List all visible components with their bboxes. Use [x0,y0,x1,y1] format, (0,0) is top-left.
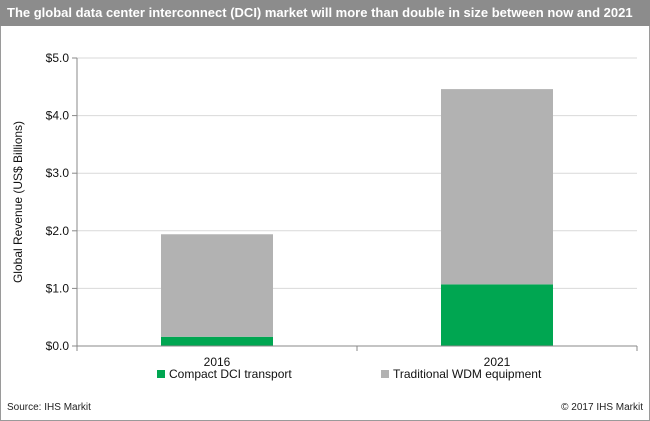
source-note: Source: IHS Markit [7,402,91,413]
y-tick-label: $0.0 [46,339,70,353]
legend-label: Traditional WDM equipment [393,367,542,381]
y-tick-label: $5.0 [46,51,70,65]
y-axis-label: Global Revenue (US$ Billions) [11,121,25,283]
y-tick-label: $2.0 [46,224,70,238]
y-tick-label: $3.0 [46,166,70,180]
bar-2016-compact-dci-transport [161,336,273,346]
y-axis-ticks: $0.0 $1.0 $2.0 $3.0 $4.0 $5.0 [46,51,78,353]
legend-label: Compact DCI transport [169,367,292,381]
x-tick-label: 2021 [484,355,511,369]
bar-2021-compact-dci-transport [441,284,553,346]
x-axis: 2016 2021 [76,345,638,369]
legend-swatch [157,370,165,378]
copyright-note: © 2017 IHS Markit [561,402,643,413]
bar-chart: $0.0 $1.0 $2.0 $3.0 $4.0 $5.0 Global Revenue … [11,51,638,381]
bar-2021-traditional-wdm-equipment [441,89,553,285]
chart-title: The global data center interconnect (DCI… [0,0,650,26]
y-tick-label: $1.0 [46,281,70,295]
legend-swatch [381,370,389,378]
y-tick-label: $4.0 [46,109,70,123]
bars [161,89,553,346]
legend: Compact DCI transport Traditional WDM equ… [157,367,542,381]
bar-2016-traditional-wdm-equipment [161,234,273,337]
x-tick-label: 2016 [204,355,231,369]
